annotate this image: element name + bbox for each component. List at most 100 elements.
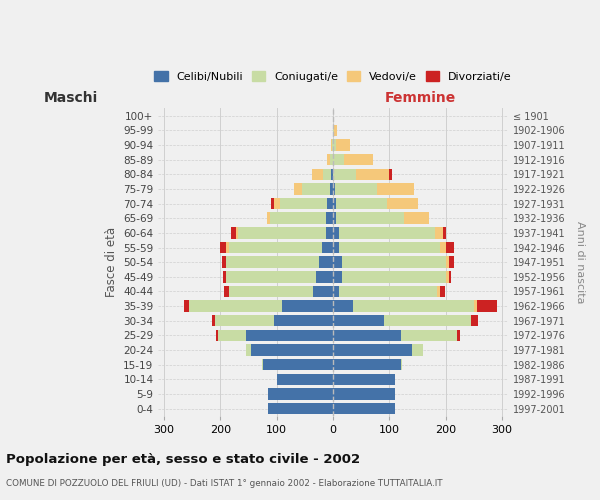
Bar: [330, 154, 333, 166]
Bar: [333, 403, 395, 414]
Bar: [293, 183, 302, 194]
Bar: [471, 315, 478, 326]
Bar: [229, 286, 313, 297]
Bar: [384, 315, 471, 326]
Bar: [323, 168, 331, 180]
Bar: [341, 256, 446, 268]
Bar: [333, 227, 339, 238]
Bar: [353, 300, 474, 312]
Y-axis label: Fasce di età: Fasce di età: [105, 227, 118, 297]
Bar: [449, 256, 454, 268]
Bar: [412, 344, 423, 356]
Bar: [251, 344, 333, 356]
Bar: [283, 300, 333, 312]
Bar: [449, 271, 451, 282]
Bar: [311, 168, 323, 180]
Bar: [223, 271, 226, 282]
Bar: [333, 315, 384, 326]
Bar: [333, 154, 344, 166]
Bar: [330, 183, 333, 194]
Bar: [339, 286, 437, 297]
Bar: [268, 403, 333, 414]
Bar: [215, 315, 274, 326]
Bar: [336, 198, 386, 209]
Bar: [344, 154, 373, 166]
Bar: [457, 330, 460, 341]
Bar: [246, 344, 251, 356]
Bar: [333, 271, 341, 282]
Bar: [331, 140, 332, 150]
Bar: [268, 388, 333, 400]
Bar: [333, 300, 353, 312]
Bar: [474, 300, 477, 312]
Bar: [339, 242, 440, 253]
Bar: [440, 242, 446, 253]
Bar: [335, 183, 377, 194]
Bar: [217, 330, 218, 341]
Bar: [446, 256, 449, 268]
Bar: [246, 330, 333, 341]
Bar: [328, 154, 330, 166]
Bar: [446, 242, 454, 253]
Bar: [184, 300, 190, 312]
Bar: [440, 286, 445, 297]
Bar: [267, 212, 270, 224]
Bar: [212, 315, 215, 326]
Bar: [226, 271, 316, 282]
Bar: [226, 256, 319, 268]
Bar: [302, 183, 330, 194]
Bar: [221, 256, 226, 268]
Bar: [274, 315, 333, 326]
Bar: [322, 242, 333, 253]
Bar: [377, 183, 413, 194]
Bar: [334, 124, 337, 136]
Bar: [437, 286, 440, 297]
Bar: [271, 198, 274, 209]
Bar: [333, 124, 334, 136]
Bar: [224, 286, 229, 297]
Bar: [274, 198, 280, 209]
Bar: [333, 212, 336, 224]
Bar: [333, 198, 336, 209]
Bar: [336, 212, 404, 224]
Bar: [341, 271, 446, 282]
Bar: [316, 271, 333, 282]
Bar: [401, 359, 402, 370]
Bar: [333, 286, 339, 297]
Bar: [333, 359, 401, 370]
Text: Femmine: Femmine: [385, 92, 456, 106]
Bar: [326, 212, 333, 224]
Text: Popolazione per età, sesso e stato civile - 2002: Popolazione per età, sesso e stato civil…: [6, 452, 360, 466]
Bar: [386, 198, 418, 209]
Bar: [319, 256, 333, 268]
Bar: [389, 168, 392, 180]
Bar: [333, 140, 336, 150]
Bar: [333, 388, 395, 400]
Bar: [477, 300, 497, 312]
Bar: [220, 242, 226, 253]
Y-axis label: Anni di nascita: Anni di nascita: [575, 221, 585, 304]
Bar: [229, 242, 322, 253]
Bar: [270, 212, 326, 224]
Bar: [331, 168, 333, 180]
Bar: [333, 168, 356, 180]
Bar: [277, 374, 333, 385]
Bar: [401, 330, 457, 341]
Bar: [328, 198, 333, 209]
Bar: [443, 227, 446, 238]
Bar: [236, 227, 238, 238]
Bar: [339, 227, 434, 238]
Text: Maschi: Maschi: [44, 92, 98, 106]
Bar: [446, 271, 449, 282]
Text: COMUNE DI POZZUOLO DEL FRIULI (UD) - Dati ISTAT 1° gennaio 2002 - Elaborazione T: COMUNE DI POZZUOLO DEL FRIULI (UD) - Dat…: [6, 479, 443, 488]
Bar: [238, 227, 326, 238]
Bar: [231, 227, 236, 238]
Bar: [333, 330, 401, 341]
Bar: [333, 242, 339, 253]
Bar: [313, 286, 333, 297]
Bar: [190, 300, 283, 312]
Bar: [218, 330, 246, 341]
Bar: [336, 140, 350, 150]
Bar: [333, 344, 412, 356]
Bar: [356, 168, 389, 180]
